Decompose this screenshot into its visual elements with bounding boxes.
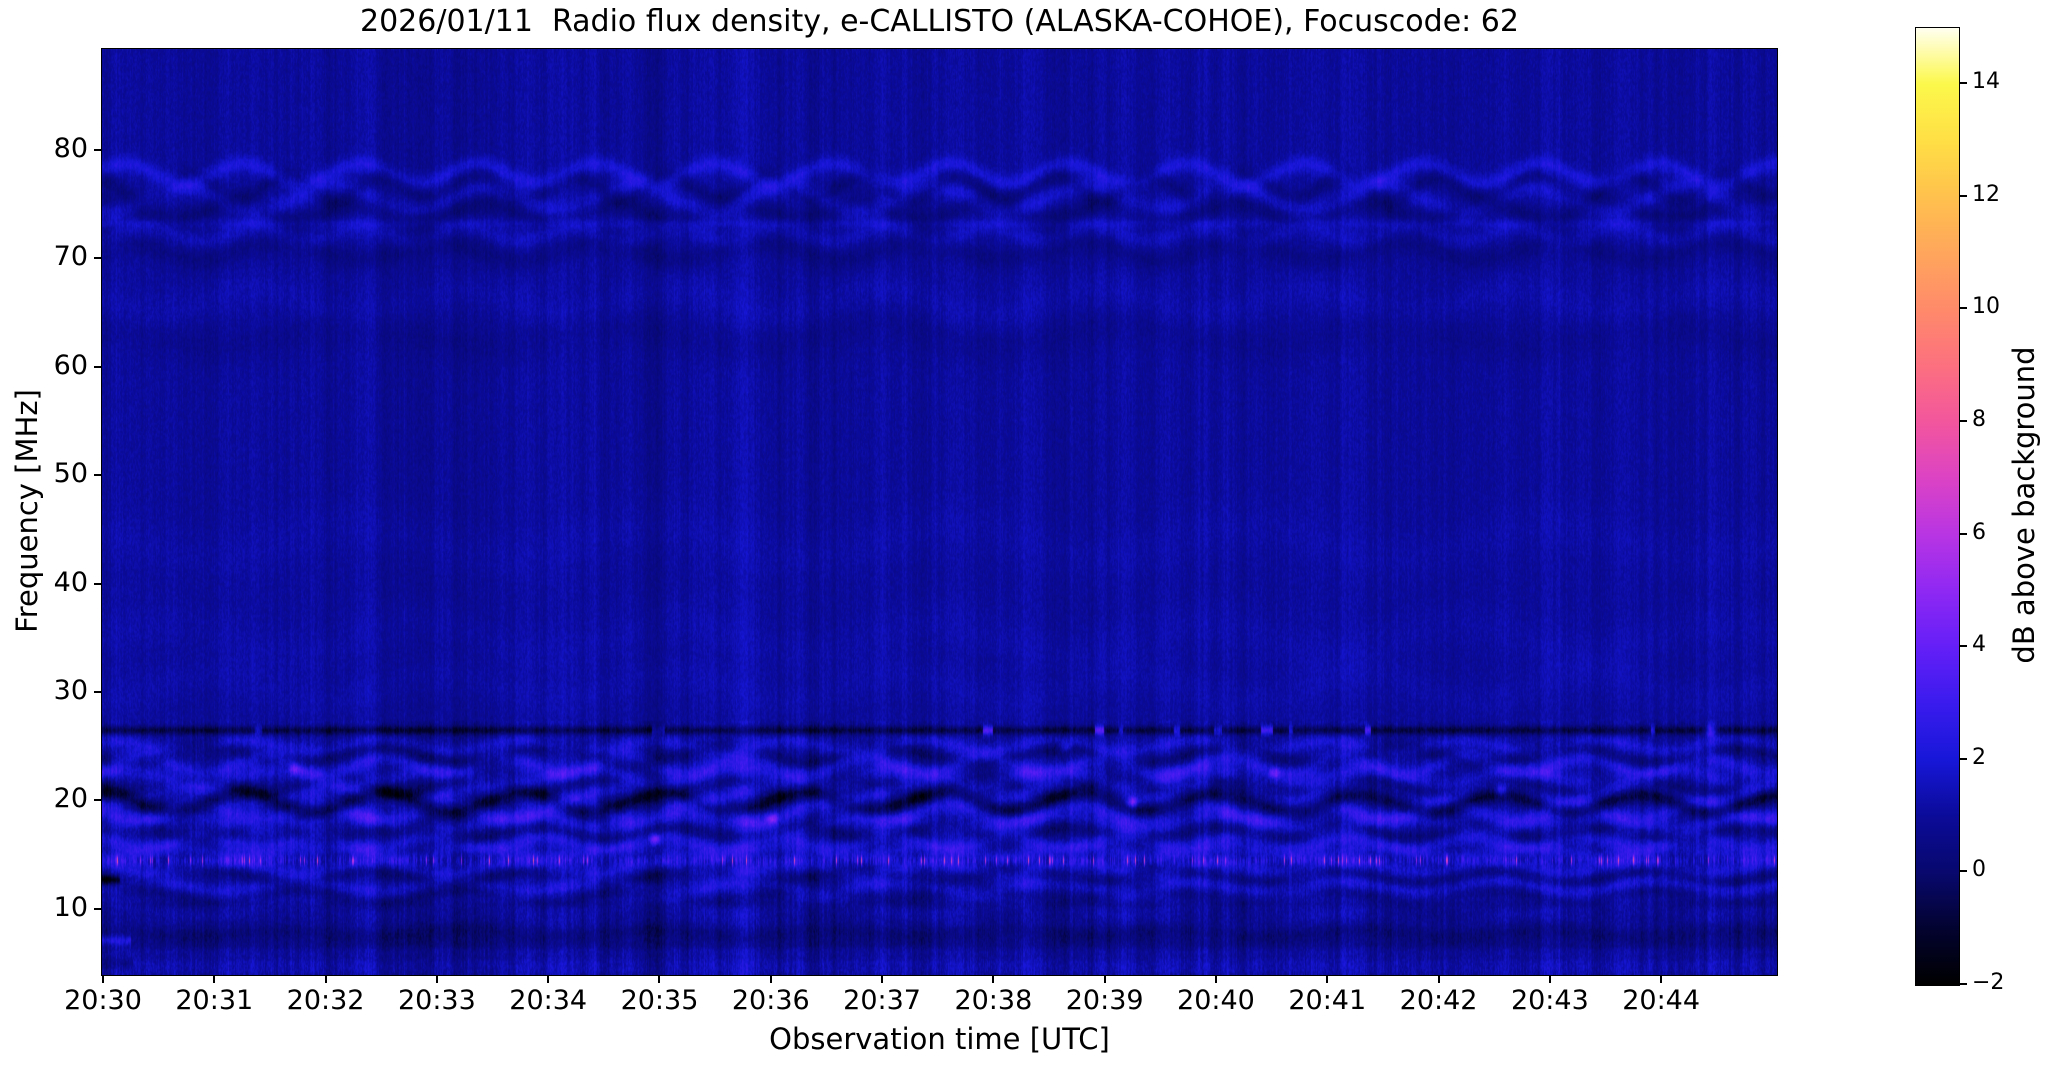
x-tick bbox=[992, 975, 995, 983]
x-tick-label: 20:42 bbox=[1399, 985, 1478, 1016]
x-tick-label: 20:32 bbox=[286, 985, 365, 1016]
y-tick-label: 20 bbox=[53, 783, 88, 815]
x-tick-label: 20:34 bbox=[509, 985, 588, 1016]
colorbar-tick bbox=[1959, 983, 1967, 985]
y-tick bbox=[94, 474, 102, 477]
y-tick bbox=[94, 690, 102, 693]
y-tick bbox=[94, 799, 102, 802]
y-axis-label: Frequency [MHz] bbox=[10, 389, 44, 633]
x-tick-label: 20:30 bbox=[64, 985, 142, 1016]
colorbar-tick bbox=[1959, 757, 1967, 760]
y-tick bbox=[94, 907, 102, 910]
y-tick-label: 10 bbox=[53, 891, 88, 923]
y-tick-label: 60 bbox=[53, 349, 88, 381]
colorbar-tick-label: 8 bbox=[1972, 407, 1986, 433]
colorbar-tick bbox=[1959, 194, 1967, 197]
colorbar-tick bbox=[1959, 870, 1967, 873]
colorbar-tick-label: −2 bbox=[1972, 970, 2005, 995]
x-tick bbox=[769, 975, 772, 983]
x-tick bbox=[102, 975, 104, 983]
x-tick-label: 20:40 bbox=[1177, 985, 1255, 1016]
x-tick-label: 20:33 bbox=[397, 985, 476, 1016]
y-tick-label: 50 bbox=[53, 458, 88, 490]
x-tick-label: 20:43 bbox=[1510, 985, 1589, 1016]
colorbar-label: dB above background bbox=[2007, 346, 2041, 664]
colorbar-tick-label: 10 bbox=[1972, 294, 2000, 320]
colorbar-tick bbox=[1959, 82, 1967, 85]
plot-area bbox=[101, 48, 1778, 976]
x-tick-label: 20:38 bbox=[954, 985, 1033, 1016]
x-tick-label: 20:35 bbox=[620, 985, 699, 1016]
colorbar-tick-label: 14 bbox=[1972, 69, 2000, 95]
colorbar-tick bbox=[1959, 645, 1967, 648]
x-tick bbox=[1214, 975, 1217, 983]
y-tick-label: 30 bbox=[53, 674, 88, 706]
x-tick bbox=[881, 975, 884, 983]
colorbar-tick-label: 4 bbox=[1972, 632, 1986, 658]
x-tick-label: 20:37 bbox=[843, 985, 921, 1016]
colorbar-tick bbox=[1959, 307, 1967, 310]
colorbar bbox=[1915, 27, 1960, 986]
x-tick-label: 20:36 bbox=[731, 985, 810, 1016]
y-tick bbox=[94, 582, 102, 585]
chart-title: 2026/01/11 Radio flux density, e-CALLIST… bbox=[360, 4, 1519, 39]
y-tick-label: 80 bbox=[53, 132, 88, 164]
colorbar-tick-label: 12 bbox=[1972, 181, 2000, 207]
spectrogram-canvas bbox=[102, 49, 1777, 975]
x-axis-label: Observation time [UTC] bbox=[769, 1022, 1110, 1056]
x-tick bbox=[213, 975, 216, 983]
colorbar-tick-label: 2 bbox=[1972, 744, 1986, 770]
y-tick-label: 70 bbox=[53, 241, 88, 273]
x-tick bbox=[1103, 975, 1106, 983]
x-tick-label: 20:31 bbox=[175, 985, 254, 1016]
x-tick bbox=[1437, 975, 1440, 983]
x-tick bbox=[435, 975, 438, 983]
y-tick-label: 40 bbox=[53, 566, 88, 598]
y-tick bbox=[94, 365, 102, 368]
x-tick bbox=[1548, 975, 1551, 983]
x-tick bbox=[324, 975, 327, 983]
colorbar-tick-label: 0 bbox=[1972, 857, 1986, 883]
colorbar-tick bbox=[1959, 420, 1967, 423]
colorbar-tick-label: 6 bbox=[1972, 519, 1986, 545]
x-tick bbox=[658, 975, 661, 983]
x-tick-label: 20:41 bbox=[1288, 985, 1367, 1016]
x-tick-label: 20:39 bbox=[1065, 985, 1144, 1016]
y-tick bbox=[94, 148, 102, 151]
y-tick bbox=[94, 257, 102, 260]
colorbar-tick bbox=[1959, 532, 1967, 535]
x-tick-label: 20:44 bbox=[1622, 985, 1701, 1016]
x-tick bbox=[547, 975, 550, 983]
x-tick bbox=[1326, 975, 1329, 983]
x-tick bbox=[1660, 975, 1663, 983]
